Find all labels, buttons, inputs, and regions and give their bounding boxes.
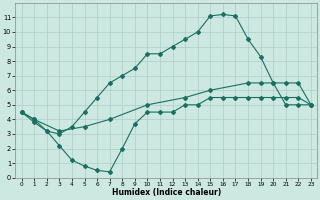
X-axis label: Humidex (Indice chaleur): Humidex (Indice chaleur) [112, 188, 221, 197]
